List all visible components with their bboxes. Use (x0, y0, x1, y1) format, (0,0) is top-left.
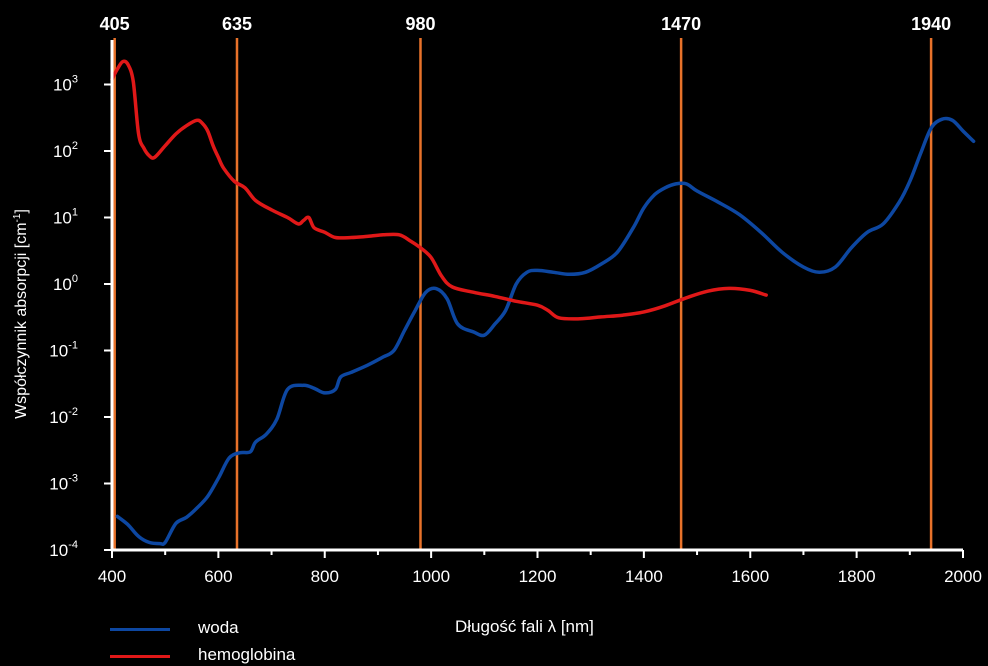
marker-label-1940: 1940 (911, 14, 951, 34)
y-tick-label--2: 10-2 (49, 406, 78, 427)
x-tick-label-600: 600 (204, 567, 232, 586)
x-tick-label-800: 800 (311, 567, 339, 586)
marker-label-1470: 1470 (661, 14, 701, 34)
marker-label-635: 635 (222, 14, 252, 34)
legend: woda hemoglobina (110, 617, 410, 666)
legend-swatch-woda (110, 628, 170, 631)
axes (110, 40, 963, 552)
legend-label-hemoglobina: hemoglobina (198, 645, 296, 664)
x-axis-label: Długość fali λ [nm] (455, 617, 594, 636)
marker-label-405: 405 (100, 14, 130, 34)
tick-labels: 400 600 800 1000 1200 1400 1600 1800 2000 10-4 10-… (49, 74, 982, 587)
x-tick-label-1400: 1400 (625, 567, 663, 586)
y-tick-label--4: 10-4 (49, 539, 78, 560)
wavelength-markers: 405 635 980 1470 1940 (100, 14, 951, 550)
y-tick-label-2: 102 (53, 140, 78, 161)
x-tick-label-1800: 1800 (838, 567, 876, 586)
marker-label-980: 980 (405, 14, 435, 34)
legend-swatch-hemoglobina (110, 655, 170, 658)
y-tick-label--3: 10-3 (49, 473, 78, 494)
y-tick-label-1: 101 (53, 207, 78, 228)
series-line-woda (115, 116, 976, 547)
x-tick-label-1000: 1000 (412, 567, 450, 586)
x-tick-label-2000: 2000 (944, 567, 982, 586)
y-tick-label-0: 100 (53, 273, 78, 294)
y-tick-label--1: 10-1 (49, 340, 78, 361)
x-tick-label-400: 400 (98, 567, 126, 586)
x-tick-label-1200: 1200 (519, 567, 557, 586)
y-tick-label-3: 103 (53, 74, 78, 95)
x-tick-label-1600: 1600 (731, 567, 769, 586)
series-line-hemoglobina (110, 59, 768, 321)
y-axis-label: Współczynnik absorpcji [cm-1] (12, 209, 30, 419)
legend-label-woda: woda (198, 618, 239, 637)
series-lines (110, 59, 976, 547)
